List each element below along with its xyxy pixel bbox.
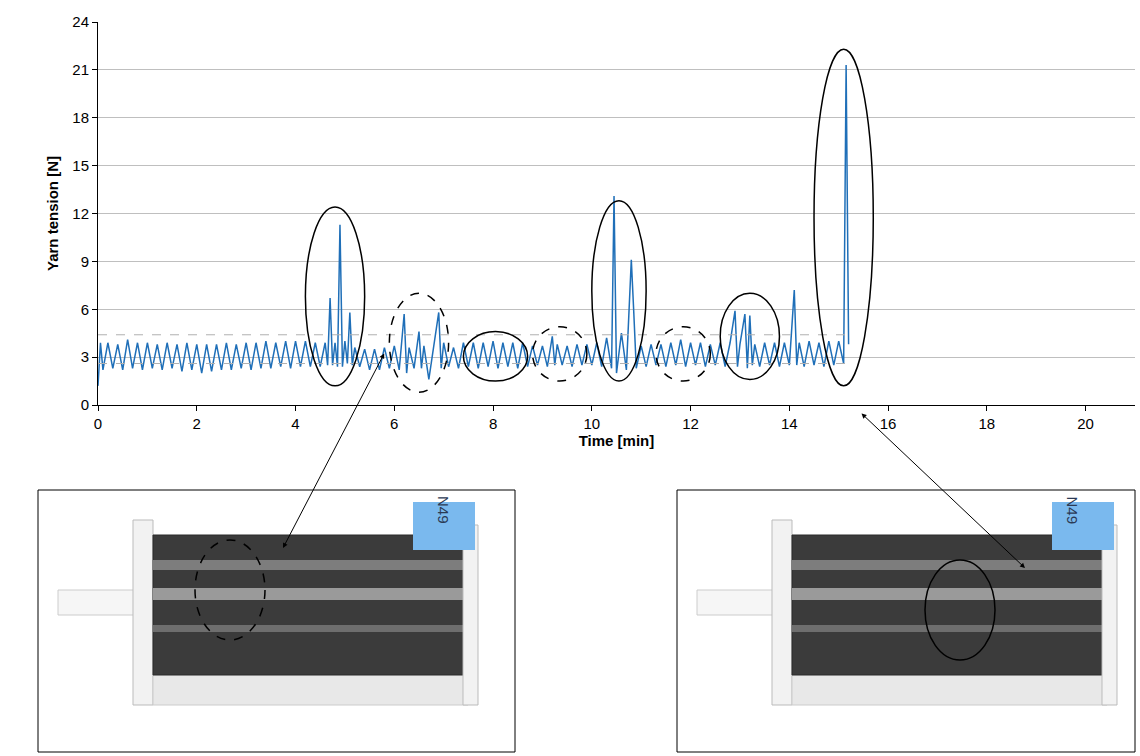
svg-text:9: 9 [81, 253, 89, 270]
svg-text:N49: N49 [435, 496, 452, 524]
svg-text:3: 3 [81, 348, 89, 365]
svg-text:16: 16 [880, 415, 897, 432]
svg-text:15: 15 [72, 157, 89, 174]
svg-text:0: 0 [81, 396, 89, 413]
svg-text:Time [min]: Time [min] [579, 432, 655, 449]
svg-text:18: 18 [72, 109, 89, 126]
svg-text:14: 14 [781, 415, 798, 432]
svg-text:6: 6 [81, 301, 89, 318]
svg-text:8: 8 [489, 415, 497, 432]
svg-text:4: 4 [291, 415, 299, 432]
svg-text:N49: N49 [1064, 497, 1081, 525]
svg-text:18: 18 [979, 415, 996, 432]
svg-text:20: 20 [1077, 415, 1094, 432]
svg-text:24: 24 [72, 13, 89, 30]
svg-text:12: 12 [72, 205, 89, 222]
svg-text:6: 6 [390, 415, 398, 432]
svg-text:10: 10 [583, 415, 600, 432]
svg-text:12: 12 [682, 415, 699, 432]
svg-text:2: 2 [193, 415, 201, 432]
svg-text:0: 0 [94, 415, 102, 432]
svg-text:21: 21 [72, 61, 89, 78]
svg-text:Yarn tension [N]: Yarn tension [N] [44, 156, 61, 271]
